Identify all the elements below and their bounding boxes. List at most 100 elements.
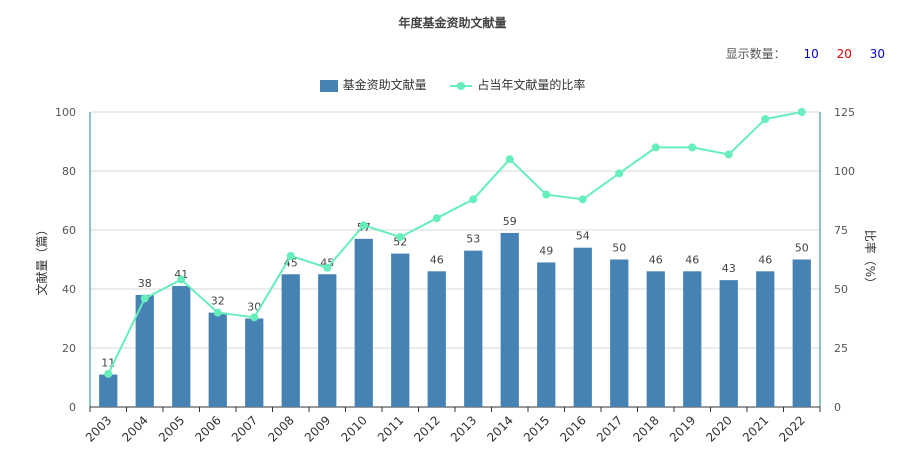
y-tick-label: 100 (55, 106, 76, 119)
ratio-point-2018 (651, 143, 660, 152)
x-tick-label: 2008 (265, 413, 296, 444)
bar-2006 (208, 312, 227, 407)
ratio-point-2022 (797, 108, 806, 116)
y2-axis-title: 比率（%） (863, 230, 878, 289)
display-count-selector: 显示数量： 10 20 30 (726, 45, 885, 62)
bar-2017 (610, 259, 629, 407)
x-tick-label: 2012 (411, 413, 442, 444)
y-tick-label: 20 (62, 342, 76, 355)
bar-2019 (683, 271, 702, 407)
bar-2022 (792, 259, 811, 407)
ratio-point-2013 (469, 195, 478, 204)
ratio-point-2008 (286, 251, 295, 260)
x-tick-label: 2020 (703, 413, 734, 444)
ratio-point-2006 (213, 308, 222, 317)
x-tick-label: 2005 (156, 413, 187, 444)
bar-value-label: 54 (576, 230, 590, 243)
x-tick-label: 2006 (192, 413, 223, 444)
x-tick-label: 2003 (83, 413, 114, 444)
x-tick-label: 2014 (484, 413, 515, 444)
ratio-point-2016 (578, 195, 587, 204)
bar-value-label: 53 (466, 233, 480, 246)
bar-value-label: 38 (138, 277, 152, 290)
x-tick-label: 2017 (594, 413, 625, 444)
bar-2018 (646, 271, 665, 407)
ratio-point-2005 (177, 275, 186, 284)
bar-2011 (391, 253, 410, 407)
y2-tick-label: 75 (834, 224, 848, 237)
bar-value-label: 50 (795, 242, 809, 255)
display-count-option-20[interactable]: 20 (836, 47, 852, 61)
legend-line-label: 占当年文献量的比率 (477, 78, 586, 92)
bar-value-label: 49 (539, 244, 553, 257)
legend-item-line-series[interactable]: 占当年文献量的比率 (450, 76, 585, 93)
x-tick-label: 2018 (630, 413, 661, 444)
ratio-point-2010 (359, 221, 368, 230)
x-tick-label: 2021 (740, 413, 771, 444)
bar-value-label: 45 (284, 256, 298, 269)
legend-item-bar-series[interactable]: 基金资助文献量 (319, 76, 427, 93)
chart-title: 年度基金资助文献量 (398, 16, 507, 30)
y-tick-label: 0 (69, 401, 76, 414)
ratio-point-2003 (104, 369, 113, 378)
bar-2016 (573, 247, 592, 407)
ratio-point-2011 (396, 233, 405, 242)
bar-2012 (427, 271, 446, 407)
legend-bar-swatch (319, 79, 338, 92)
bar-2021 (756, 271, 775, 407)
y-tick-label: 80 (62, 165, 76, 178)
bar-2003 (99, 374, 118, 407)
ratio-point-2014 (505, 155, 514, 164)
x-tick-label: 2004 (119, 413, 150, 444)
bar-2014 (500, 232, 519, 407)
bar-2010 (354, 238, 373, 407)
ratio-point-2017 (615, 169, 624, 178)
ratio-point-2020 (724, 150, 733, 159)
legend-bar-label: 基金资助文献量 (342, 78, 427, 92)
ratio-point-2015 (542, 190, 551, 199)
y2-tick-label: 125 (834, 106, 855, 119)
bar-value-label: 46 (685, 253, 699, 266)
y-axis-title: 文献量（篇） (34, 223, 49, 295)
bar-2009 (318, 274, 337, 407)
bar-value-label: 46 (649, 253, 663, 266)
bar-2005 (172, 286, 191, 407)
y-tick-label: 40 (62, 283, 76, 296)
bar-value-label: 50 (612, 242, 626, 255)
bar-value-label: 43 (722, 262, 736, 275)
bar-value-label: 30 (247, 301, 261, 314)
bar-2013 (464, 250, 483, 407)
y-tick-label: 60 (62, 224, 76, 237)
bar-value-label: 32 (211, 295, 225, 308)
ratio-line (107, 111, 802, 375)
chart-legend: 基金资助文献量 占当年文献量的比率 (0, 76, 905, 93)
x-tick-label: 2022 (776, 413, 807, 444)
bar-value-label: 59 (503, 215, 517, 228)
bar-2015 (537, 262, 556, 407)
x-tick-label: 2011 (375, 413, 406, 444)
bar-2004 (135, 294, 154, 407)
bar-value-label: 46 (430, 253, 444, 266)
y2-tick-label: 25 (834, 342, 848, 355)
bar-2020 (719, 280, 738, 407)
x-tick-label: 2007 (229, 413, 260, 444)
display-count-option-30[interactable]: 30 (869, 47, 885, 61)
ratio-point-2004 (140, 294, 149, 303)
bar-2007 (245, 318, 264, 407)
ratio-point-2012 (432, 214, 441, 223)
ratio-point-2021 (761, 115, 770, 124)
bar-value-label: 46 (758, 253, 772, 266)
bar-2008 (281, 274, 300, 407)
x-tick-label: 2010 (338, 413, 369, 444)
ratio-point-2019 (688, 143, 697, 152)
x-tick-label: 2015 (521, 413, 552, 444)
x-tick-label: 2016 (557, 413, 588, 444)
legend-line-swatch (450, 80, 473, 92)
ratio-point-2009 (323, 263, 332, 272)
display-count-label: 显示数量： (725, 47, 786, 61)
y2-tick-label: 100 (834, 165, 855, 178)
x-tick-label: 2009 (302, 413, 333, 444)
display-count-option-10[interactable]: 10 (803, 47, 819, 61)
y2-tick-label: 50 (834, 283, 848, 296)
